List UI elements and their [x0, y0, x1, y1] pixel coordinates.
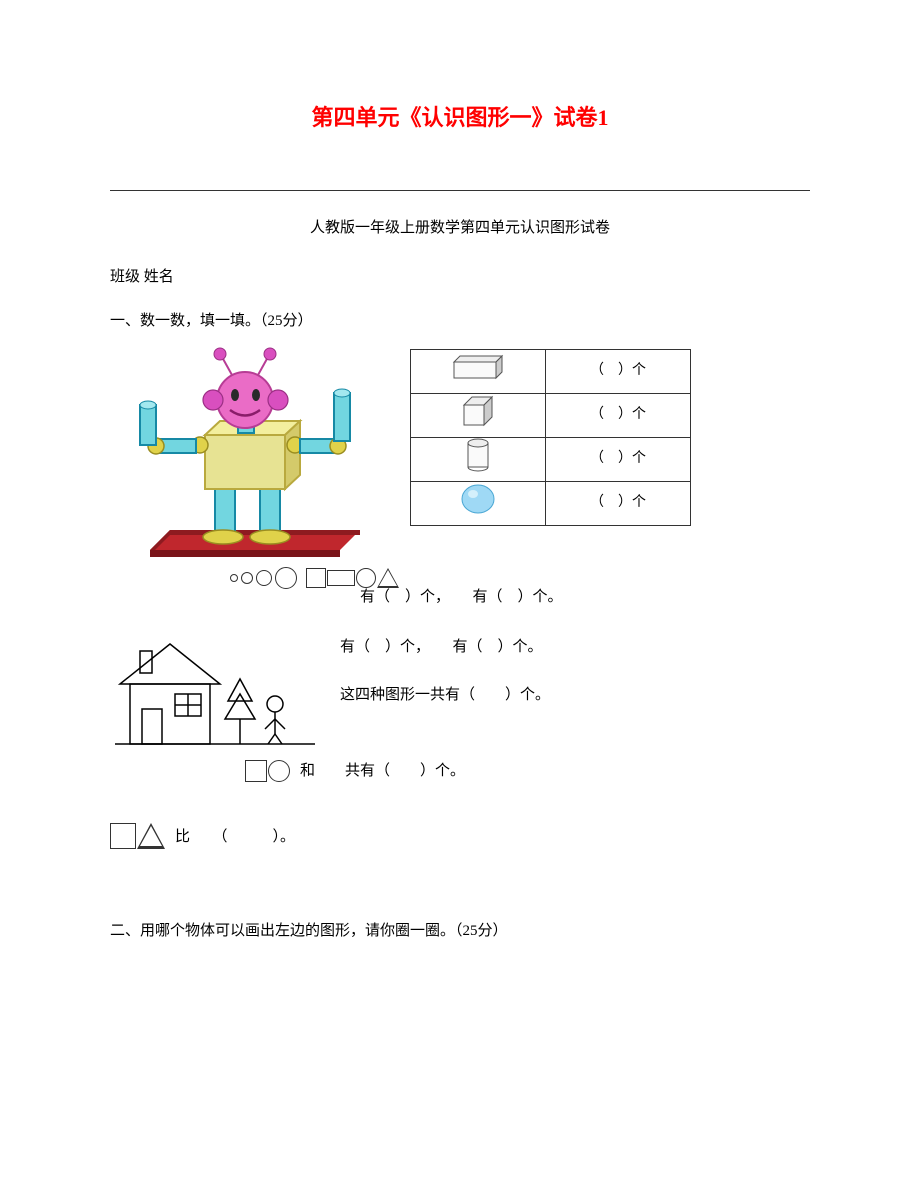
square-icon	[110, 823, 136, 849]
rectangle-icon	[327, 570, 355, 586]
cylinder-icon	[411, 438, 546, 482]
square-icon	[306, 568, 326, 588]
table-cell: （ ）个	[546, 438, 691, 482]
subtitle: 人教版一年级上册数学第四单元认识图形试卷	[110, 216, 810, 240]
cube-icon	[411, 394, 546, 438]
cuboid-icon	[411, 350, 546, 394]
table-cell: （ ）个	[546, 394, 691, 438]
fill-line-b: 有（ ）个， 有（ ）个。	[340, 635, 550, 659]
sphere-icon	[411, 482, 546, 526]
table-cell: （ ）个	[546, 482, 691, 526]
section2-heading: 二、用哪个物体可以画出左边的图形，请你圈一圈。（25分）	[110, 919, 810, 943]
shape-count-table: （ ）个 （ ）个 （ ）个	[410, 349, 691, 526]
house-figure	[110, 629, 320, 759]
fill-line-c: 这四种图形一共有（ ）个。	[340, 683, 550, 707]
square-icon	[245, 760, 267, 782]
triangle-icon	[137, 823, 165, 849]
row1: （ ）个 （ ）个 （ ）个	[110, 345, 810, 565]
bubble-icon	[256, 570, 272, 586]
bubble-icon	[230, 574, 238, 582]
bubble-icon	[241, 572, 253, 584]
divider	[110, 190, 810, 191]
table-row: （ ）个	[411, 394, 691, 438]
fill-line-d: 和 共有（ ）个。	[300, 759, 465, 783]
compare-row: 比 （ ）。	[110, 823, 810, 849]
section1-heading: 一、数一数，填一填。（25分）	[110, 309, 810, 333]
fill-line-compare: 比 （ ）。	[175, 825, 295, 849]
line-d-row: 和 共有（ ）个。	[245, 759, 810, 783]
fill-line-a: 有（ ）个， 有（ ）个。	[360, 585, 810, 609]
house-block: 有（ ）个， 有（ ）个。 这四种图形一共有（ ）个。	[110, 629, 810, 759]
table-row: （ ）个	[411, 438, 691, 482]
robot-figure	[110, 345, 380, 565]
table-cell: （ ）个	[546, 350, 691, 394]
table-row: （ ）个	[411, 350, 691, 394]
table-row: （ ）个	[411, 482, 691, 526]
circle-icon	[268, 760, 290, 782]
page-title: 第四单元《认识图形一》试卷1	[110, 100, 810, 135]
bubble-icon	[275, 567, 297, 589]
class-name-line: 班级 姓名	[110, 265, 810, 289]
triangle-icon	[377, 568, 399, 588]
